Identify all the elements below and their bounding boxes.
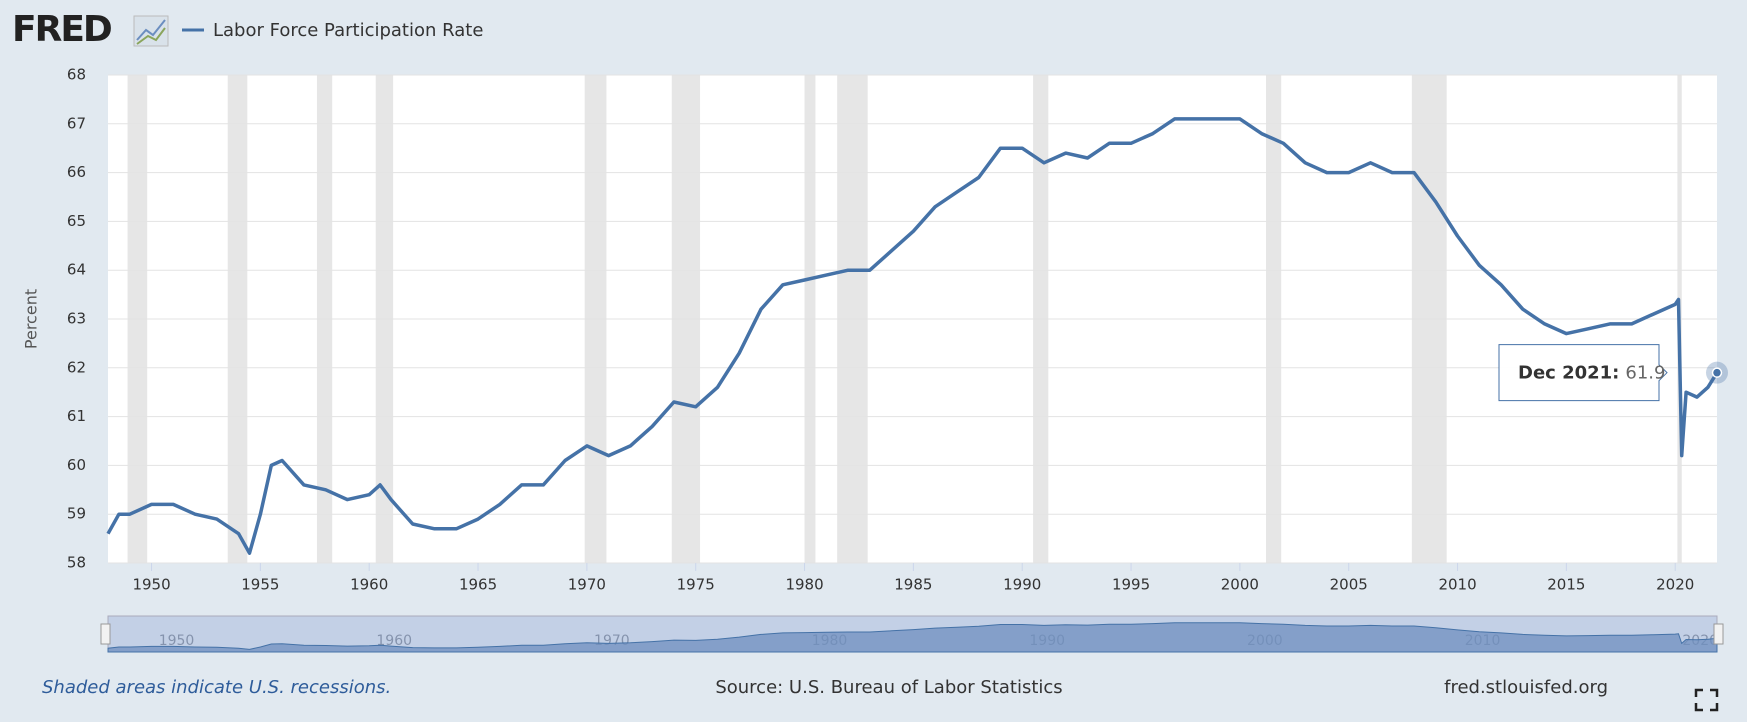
- fullscreen-icon[interactable]: [1694, 688, 1719, 712]
- y-tick-label: 61: [67, 407, 86, 425]
- hover-point: [1711, 367, 1723, 378]
- series-line: [106, 117, 1719, 555]
- tooltip-label: Dec 2021:: [1518, 363, 1619, 384]
- x-tick-label: 2005: [1330, 576, 1368, 594]
- tooltip-text: Dec 2021: 61.9: [1518, 363, 1665, 384]
- x-tick-label: 2020: [1656, 576, 1694, 594]
- x-tick-label: 1950: [132, 576, 170, 594]
- tooltip-value: 61.9: [1625, 363, 1665, 384]
- y-tick-label: 59: [67, 505, 86, 523]
- y-tick-label: 65: [67, 212, 86, 230]
- recession-note: Shaded areas indicate U.S. recessions.: [42, 677, 391, 698]
- x-tick-label: 1960: [350, 576, 388, 594]
- x-tick-label: 1990: [1003, 576, 1041, 594]
- y-tick-label: 62: [67, 358, 86, 376]
- navigator-label: 1950: [159, 633, 195, 649]
- logo-icon: [133, 15, 169, 47]
- y-tick-label: 63: [67, 310, 86, 328]
- x-tick-label: 1980: [785, 576, 823, 594]
- x-tick-label: 1955: [241, 576, 279, 594]
- y-tick-label: 66: [67, 163, 86, 181]
- source: Source: U.S. Bureau of Labor Statistics: [715, 677, 1062, 698]
- x-tick-label: 1965: [459, 576, 497, 594]
- site: fred.stlouisfed.org: [1444, 677, 1608, 698]
- y-tick-label: 68: [67, 66, 86, 84]
- y-tick-label: 67: [67, 114, 86, 132]
- x-tick-label: 2010: [1438, 576, 1476, 594]
- x-tick-label: 1975: [677, 576, 715, 594]
- x-tick-label: 1970: [568, 576, 606, 594]
- navigator-label: 1960: [376, 633, 412, 649]
- y-tick-label: 64: [67, 261, 86, 279]
- x-tick-label: 1995: [1112, 576, 1150, 594]
- x-tick-label: 2000: [1221, 576, 1259, 594]
- tooltip-box: [1498, 344, 1668, 402]
- navigator-area: [107, 622, 1718, 653]
- y-tick-label: 60: [67, 456, 86, 474]
- navigator-handle[interactable]: [100, 623, 111, 645]
- y-axis-label: Percent: [22, 289, 41, 349]
- logo: FRED: [12, 9, 111, 50]
- navigator-handle[interactable]: [1713, 623, 1724, 645]
- x-tick-label: 2015: [1547, 576, 1585, 594]
- x-tick-label: 1985: [894, 576, 932, 594]
- legend-label: Labor Force Participation Rate: [213, 20, 483, 41]
- y-tick-label: 58: [67, 554, 86, 572]
